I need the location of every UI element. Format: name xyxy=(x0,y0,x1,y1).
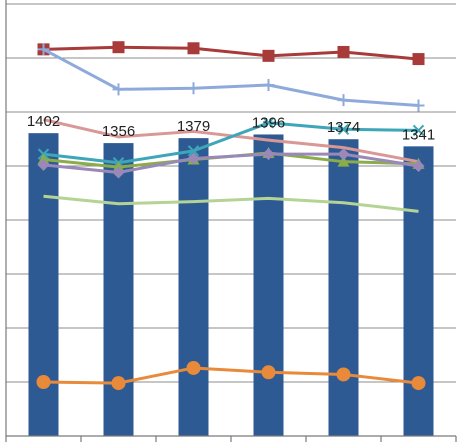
bar-data-label: 1341 xyxy=(402,126,435,143)
series-marker xyxy=(262,117,275,129)
series-marker xyxy=(337,45,350,58)
series-marker xyxy=(337,155,350,167)
series-marker xyxy=(262,148,275,161)
series-line xyxy=(43,194,419,213)
bar-data-label: 1396 xyxy=(252,114,285,131)
series-marker xyxy=(262,49,275,62)
series-line xyxy=(43,121,419,165)
bar-data-label: 1374 xyxy=(327,119,360,136)
series-marker xyxy=(187,82,200,95)
series-marker xyxy=(412,124,425,137)
series-marker xyxy=(412,99,425,112)
series-marker xyxy=(186,360,201,375)
bar xyxy=(403,146,434,436)
series-marker xyxy=(37,158,50,171)
bar-data-labels: 1402 1356 1379 1396 1374 1341 xyxy=(27,113,435,143)
series-marker xyxy=(336,367,351,382)
series-marker xyxy=(262,79,275,91)
bar xyxy=(328,139,359,436)
series-marker xyxy=(187,145,200,157)
series-line xyxy=(43,366,419,385)
series-line xyxy=(43,152,419,174)
series-line xyxy=(42,48,419,108)
series-marker xyxy=(261,365,276,380)
bar-data-label: 1402 xyxy=(27,113,60,130)
series-marker xyxy=(411,376,426,391)
series-marker xyxy=(112,41,125,54)
series-marker xyxy=(412,160,425,172)
series-marker xyxy=(112,166,125,179)
series-marker xyxy=(337,94,350,107)
series-marker xyxy=(412,53,425,66)
series-marker xyxy=(111,376,126,391)
axes xyxy=(5,0,457,442)
bar-data-label: 1379 xyxy=(177,118,210,135)
series-marker xyxy=(36,375,51,389)
series-marker xyxy=(112,83,125,96)
series-marker xyxy=(37,43,50,56)
bar xyxy=(253,134,284,437)
series-marker xyxy=(187,42,200,55)
line-series xyxy=(36,41,426,391)
gridlines xyxy=(6,3,456,383)
series-line xyxy=(43,45,419,61)
series-marker xyxy=(337,123,350,135)
bar-data-label: 1356 xyxy=(102,123,135,140)
series-marker xyxy=(337,148,350,161)
bar xyxy=(28,133,59,436)
bar xyxy=(178,138,209,437)
bar xyxy=(103,143,134,436)
bar-series xyxy=(28,133,434,437)
series-marker xyxy=(187,152,200,165)
